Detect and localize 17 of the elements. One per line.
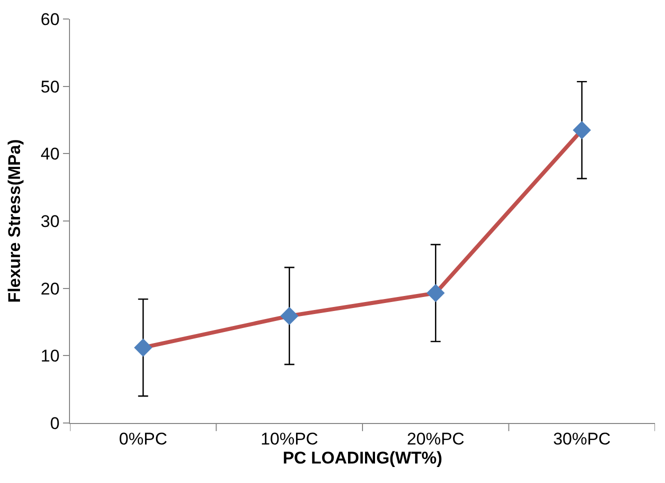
y-tick-label: 50 xyxy=(40,77,60,96)
point xyxy=(426,284,445,302)
point xyxy=(134,338,152,357)
y-tick-label: 10 xyxy=(40,346,60,366)
x-tick-label: 10%PC xyxy=(260,429,318,448)
y-tick-label: 40 xyxy=(40,144,60,164)
y-tick-label: 60 xyxy=(40,10,60,29)
x-tick-label: 30%PC xyxy=(553,429,611,448)
x-tick-label: 0%PC xyxy=(119,429,168,448)
point xyxy=(572,121,591,140)
y-tick-label: 20 xyxy=(40,279,60,298)
point xyxy=(280,306,298,326)
y-tick-label: 30 xyxy=(40,212,60,231)
x-tick-label: 20%PC xyxy=(406,429,464,448)
y-axis-title: Flexure Stress(MPa) xyxy=(5,139,24,303)
y-tick-label: 0 xyxy=(50,414,60,433)
x-axis-title: PC LOADING(WT%) xyxy=(282,448,442,468)
